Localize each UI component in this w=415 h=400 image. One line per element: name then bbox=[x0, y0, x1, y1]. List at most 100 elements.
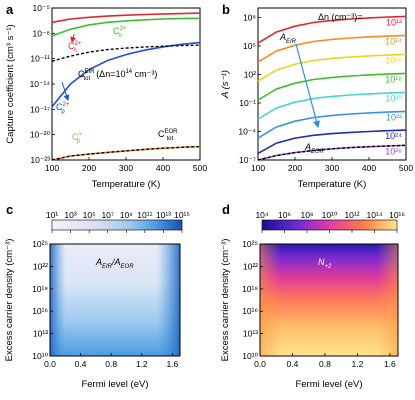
b-ytick-label-3: 10⁻¹ bbox=[239, 98, 256, 108]
panel-d-xlabel: Fermi level (eV) bbox=[295, 379, 362, 390]
b-legend-label-7: 10²⁶ bbox=[385, 146, 402, 156]
b-legend-label-0: 10¹² bbox=[386, 17, 402, 27]
d-xtick-label-3: 1.2 bbox=[351, 359, 363, 369]
b-xtick-label-4: 500 bbox=[399, 163, 413, 173]
panel-b-xlabel: Temperature (K) bbox=[298, 179, 367, 190]
b-series-3 bbox=[257, 72, 407, 101]
a-series-4 bbox=[51, 44, 201, 62]
a-series-1 bbox=[51, 17, 201, 37]
b-ytick-label-2: 10² bbox=[244, 70, 256, 80]
a-xtick-label-3: 400 bbox=[156, 163, 170, 173]
c-xtick-label-1: 0.4 bbox=[75, 359, 87, 369]
panel-c-xlabel: Fermi level (eV) bbox=[81, 379, 148, 390]
d-ytick-label-0: 10²⁵ bbox=[242, 239, 258, 249]
heatmap-c-edges bbox=[50, 244, 180, 356]
a-series-2 bbox=[51, 41, 201, 108]
heatmap-d-edges bbox=[260, 244, 398, 356]
panel-c-heatmap: 10¹ 10³ 10⁵ 10⁷ 10⁹ 10¹¹ 10¹³ 10¹⁵ 0.0 0.4 0.8 1.2… bbox=[4, 210, 190, 390]
a-xtick-label-0: 100 bbox=[45, 163, 59, 173]
heatmap-d-title: N+2 bbox=[318, 257, 332, 270]
label-aeor: AEOR bbox=[304, 142, 325, 155]
a-ytick-label-4: 10⁻¹⁷ bbox=[30, 104, 50, 114]
panel-label-b: b bbox=[222, 2, 230, 17]
label-cp1: C+ p bbox=[72, 132, 83, 145]
panel-c-frame bbox=[49, 243, 181, 357]
a-ytick-label-2: 10⁻¹¹ bbox=[30, 54, 50, 64]
a-xtick-label-2: 300 bbox=[119, 163, 133, 173]
d-xtick-label-0: 0.0 bbox=[254, 359, 266, 369]
panel-a-chart: 100 200 300 400 500 10⁻⁵ 10⁻⁸ 10⁻¹¹ 10⁻¹⁴ 10⁻¹⁷ 10… bbox=[5, 3, 207, 190]
a-ytick-label-6: 10⁻²³ bbox=[30, 155, 50, 165]
label-ceor: CEOR tot bbox=[158, 129, 178, 142]
a-ytick-label-0: 10⁻⁵ bbox=[33, 3, 50, 13]
b-legend-label-2: 10¹⁶ bbox=[385, 55, 402, 65]
d-cbar-label-3: 10¹⁰ bbox=[322, 210, 338, 220]
c-ytick-label-3: 10¹⁶ bbox=[32, 306, 48, 316]
a-xtick-label-4: 500 bbox=[193, 163, 207, 173]
a-ytick-label-3: 10⁻¹⁴ bbox=[30, 79, 51, 89]
c-xtick-label-0: 0.0 bbox=[44, 359, 56, 369]
label-cn3: C3+ n bbox=[113, 26, 127, 39]
panel-c-ylabel: Excess carrier density (cm⁻³) bbox=[4, 239, 15, 362]
a-series-5 bbox=[51, 145, 201, 161]
arrow-cn2 bbox=[70, 33, 77, 43]
c-cbar-label-5: 10¹¹ bbox=[137, 210, 152, 220]
heatmap-c-title: AEIR/AEOR bbox=[95, 257, 134, 270]
panel-a-ylabel: Capture coefficient (cm³ s⁻¹) bbox=[5, 24, 16, 143]
panel-label-a: a bbox=[6, 2, 14, 17]
c-ytick-label-4: 10¹³ bbox=[33, 329, 48, 339]
legend-title: Δn (cm⁻³)= bbox=[318, 12, 363, 22]
c-cbar-label-7: 10¹⁵ bbox=[174, 210, 190, 220]
panel-d-ylabel: Excess carrier density (cm⁻³) bbox=[220, 239, 231, 362]
b-legend-label-3: 10¹⁸ bbox=[385, 74, 402, 84]
panel-label-d: d bbox=[222, 202, 230, 217]
panel-b-ylabel: A (s⁻¹) bbox=[220, 70, 231, 99]
b-series-6 bbox=[257, 129, 407, 155]
b-ytick-label-0: 10⁸ bbox=[243, 13, 256, 23]
d-xtick-label-2: 0.8 bbox=[319, 359, 331, 369]
a-ytick-label-1: 10⁻⁸ bbox=[32, 28, 50, 38]
b-legend-label-6: 10²⁴ bbox=[385, 131, 402, 141]
c-xtick-label-2: 0.8 bbox=[105, 359, 117, 369]
d-xtick-label-1: 0.4 bbox=[287, 359, 299, 369]
b-series-4 bbox=[257, 91, 407, 120]
b-legend-label-1: 10¹⁴ bbox=[385, 36, 402, 46]
b-xtick-label-3: 400 bbox=[362, 163, 376, 173]
a-xtick-label-1: 200 bbox=[82, 163, 96, 173]
colorbar-d bbox=[261, 219, 398, 231]
arrow-cp2 bbox=[61, 81, 70, 101]
c-ytick-label-2: 10¹⁹ bbox=[32, 284, 48, 294]
colorbar-c bbox=[51, 219, 183, 231]
c-cbar-label-2: 10⁵ bbox=[83, 210, 96, 220]
a-series-0 bbox=[51, 12, 201, 24]
c-xtick-label-3: 1.2 bbox=[136, 359, 148, 369]
label-ceir: CEIR tot (Δn=1014 cm⁻³) bbox=[78, 69, 157, 82]
c-cbar-label-6: 10¹³ bbox=[156, 210, 171, 220]
panel-a-xlabel: Temperature (K) bbox=[92, 179, 161, 190]
d-cbar-label-4: 10¹² bbox=[344, 210, 359, 220]
panel-d-frame bbox=[259, 243, 399, 357]
d-ytick-label-3: 10¹⁶ bbox=[242, 306, 258, 316]
b-legend-label-5: 10²² bbox=[386, 112, 402, 122]
b-xtick-label-1: 200 bbox=[288, 163, 302, 173]
d-cbar-label-5: 10¹⁴ bbox=[367, 210, 383, 220]
c-cbar-label-1: 10³ bbox=[64, 210, 76, 220]
c-ytick-label-1: 10²² bbox=[33, 261, 48, 271]
c-ytick-label-5: 10¹⁰ bbox=[32, 351, 48, 361]
d-ytick-label-1: 10²² bbox=[243, 261, 258, 271]
d-cbar-label-6: 10¹⁶ bbox=[389, 210, 405, 220]
c-ytick-label-0: 10²⁵ bbox=[32, 239, 48, 249]
b-series-1 bbox=[257, 34, 407, 63]
d-ytick-label-4: 10¹³ bbox=[243, 329, 258, 339]
b-xtick-label-2: 300 bbox=[325, 163, 339, 173]
panel-d-heatmap: 10⁴ 10⁶ 10⁸ 10¹⁰ 10¹² 10¹⁴ 10¹⁶ 0.0 0.4 0.8 1.2 1.… bbox=[220, 210, 405, 390]
d-ytick-label-5: 10¹⁰ bbox=[242, 351, 258, 361]
b-ytick-label-4: 10⁻⁴ bbox=[238, 127, 256, 137]
d-cbar-label-0: 10⁴ bbox=[255, 210, 268, 220]
c-xtick-label-4: 1.6 bbox=[166, 359, 178, 369]
label-cp2: C2+ p bbox=[56, 102, 70, 115]
panel-b-chart: 100 200 300 400 500 10⁸ 10⁵ 10² 10⁻¹ 10⁻⁴ 10⁻⁷ Tem… bbox=[220, 7, 413, 190]
d-cbar-label-1: 10⁶ bbox=[278, 210, 291, 220]
panel-label-c: c bbox=[6, 202, 13, 217]
